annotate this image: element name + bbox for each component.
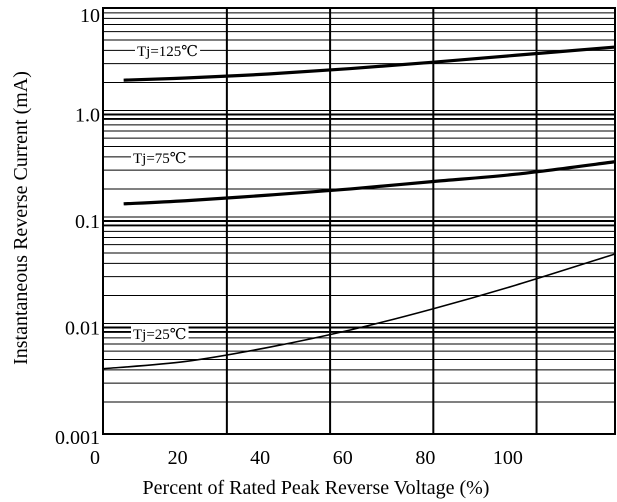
- curve-labels: Tj=125℃ Tj=75℃ Tj=25℃: [131, 41, 201, 343]
- y-tick-label: 0.01: [65, 318, 100, 340]
- curve-label-background: [135, 41, 201, 60]
- curve-label-background: [131, 324, 189, 343]
- series-line: [123, 45, 616, 82]
- x-tick-label: 0: [90, 447, 100, 469]
- y-tick-label: 1.0: [75, 105, 100, 127]
- curve-label-background: [131, 148, 189, 167]
- y-tick-label: 0.1: [75, 211, 100, 233]
- y-tick-label: 0.001: [55, 427, 100, 449]
- y-axis-title: Instantaneous Reverse Current (mA): [10, 71, 32, 365]
- y-tick-label: 10: [80, 5, 100, 27]
- plot-frame: [102, 7, 616, 435]
- minor-grid: [103, 12, 615, 403]
- curve-label: Tj=25℃: [133, 327, 187, 343]
- x-tick-label: 20: [168, 447, 188, 469]
- x-tick-label: 40: [250, 447, 270, 469]
- x-tick-label: 60: [333, 447, 353, 469]
- y-tick-labels: 0.001 0.01 0.1 1.0 10: [55, 5, 100, 449]
- x-tick-labels: 0 20 40 60 80 100: [90, 447, 523, 469]
- x-tick-label: 80: [415, 447, 435, 469]
- curve-label: Tj=125℃: [137, 44, 198, 60]
- curve-label: Tj=75℃: [133, 151, 187, 167]
- series-line: [123, 160, 616, 206]
- series-line: [102, 253, 616, 370]
- x-axis-title: Percent of Rated Peak Reverse Voltage (%…: [143, 477, 490, 499]
- curves: [102, 45, 616, 370]
- x-tick-label: 100: [493, 447, 523, 469]
